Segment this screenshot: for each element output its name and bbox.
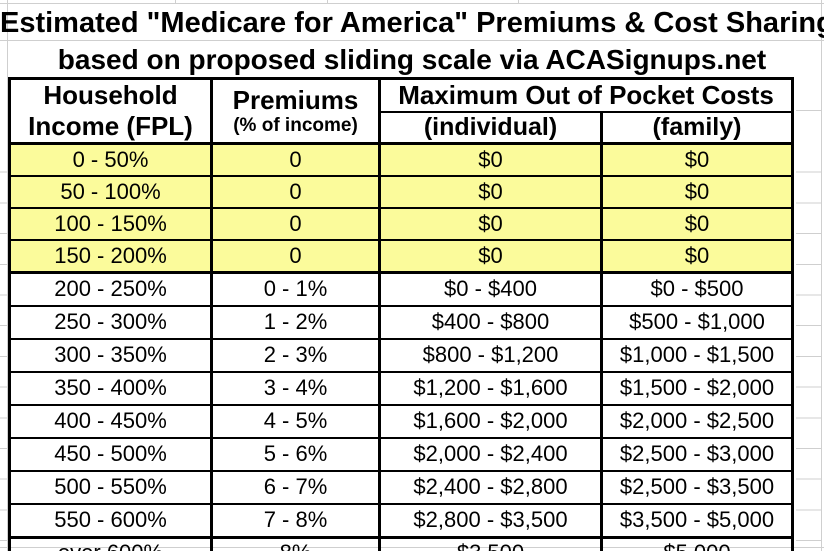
table-row: 300 - 350% 2 - 3% $800 - $1,200 $1,000 -… — [8, 337, 794, 373]
table-row: 550 - 600% 7 - 8% $2,800 - $3,500 $3,500… — [8, 502, 794, 539]
cell-income: over 600% — [8, 536, 213, 551]
table-row: 250 - 300% 1 - 2% $400 - $800 $500 - $1,… — [8, 304, 794, 340]
table-row: over 600% 8% $3,500 $5,000 — [8, 536, 794, 551]
gridline-horizontal-title — [0, 40, 824, 41]
cell-income: 350 - 400% — [8, 370, 213, 406]
gridline-row-ticks-right — [796, 142, 821, 544]
cell-income: 400 - 450% — [8, 403, 213, 439]
cell-premium: 8% — [210, 536, 381, 551]
table-row: 500 - 550% 6 - 7% $2,400 - $2,800 $2,500… — [8, 469, 794, 505]
cell-moop-individual: $0 — [378, 174, 603, 209]
cell-income: 150 - 200% — [8, 238, 213, 274]
cell-income: 550 - 600% — [8, 502, 213, 539]
cell-moop-individual: $0 - $400 — [378, 271, 603, 307]
cell-premium: 5 - 6% — [210, 436, 381, 472]
cell-moop-individual: $1,600 - $2,000 — [378, 403, 603, 439]
table-row: 150 - 200% 0 $0 $0 — [8, 238, 794, 274]
table-row: 350 - 400% 3 - 4% $1,200 - $1,600 $1,500… — [8, 370, 794, 406]
cell-income: 200 - 250% — [8, 271, 213, 307]
cell-moop-family: $3,500 - $5,000 — [600, 502, 794, 539]
cell-moop-family: $0 — [600, 238, 794, 274]
table-row: 100 - 150% 0 $0 $0 — [8, 206, 794, 241]
gridline-tick-top-1 — [175, 0, 176, 4]
header-household-income-line2: Income (FPL) — [28, 110, 193, 141]
gridline-tick-top-2 — [327, 0, 328, 4]
cell-moop-individual: $2,800 - $3,500 — [378, 502, 603, 539]
table-row: 50 - 100% 0 $0 $0 — [8, 174, 794, 209]
page-title: Estimated "Medicare for America" Premium… — [0, 7, 824, 39]
cell-premium: 3 - 4% — [210, 370, 381, 406]
cell-income: 450 - 500% — [8, 436, 213, 472]
cell-moop-individual: $0 — [378, 206, 603, 241]
cell-moop-individual: $3,500 — [378, 536, 603, 551]
cell-income: 250 - 300% — [8, 304, 213, 340]
header-premiums-label: Premiums — [232, 85, 359, 116]
gridline-tick-right-header — [796, 110, 821, 111]
gridline-horizontal-top — [0, 3, 824, 4]
table-row: 0 - 50% 0 $0 $0 — [8, 142, 794, 177]
cell-moop-family: $1,000 - $1,500 — [600, 337, 794, 373]
cell-moop-family: $0 — [600, 174, 794, 209]
gridline-tick-top-3 — [518, 0, 519, 4]
cell-premium: 2 - 3% — [210, 337, 381, 373]
cell-moop-individual: $2,400 - $2,800 — [378, 469, 603, 505]
cell-moop-family: $0 - $500 — [600, 271, 794, 307]
cell-income: 0 - 50% — [8, 142, 213, 177]
header-household-income: Household Income (FPL) — [8, 77, 213, 145]
header-moop-individual: (individual) — [378, 110, 603, 145]
cell-moop-individual: $800 - $1,200 — [378, 337, 603, 373]
cell-premium: 0 — [210, 206, 381, 241]
cell-moop-family: $1,500 - $2,000 — [600, 370, 794, 406]
cell-moop-individual: $0 — [378, 142, 603, 177]
cell-moop-individual: $1,200 - $1,600 — [378, 370, 603, 406]
cell-moop-family: $0 — [600, 206, 794, 241]
cell-premium: 6 - 7% — [210, 469, 381, 505]
cell-income: 100 - 150% — [8, 206, 213, 241]
cell-moop-family: $2,000 - $2,500 — [600, 403, 794, 439]
gridline-row-ticks-left — [0, 142, 7, 544]
cell-premium: 0 - 1% — [210, 271, 381, 307]
header-premiums-sublabel: (% of income) — [233, 114, 358, 136]
cell-moop-individual: $0 — [378, 238, 603, 274]
cell-moop-family: $500 - $1,000 — [600, 304, 794, 340]
header-household-income-line1: Household — [43, 80, 178, 111]
cell-moop-family: $2,500 - $3,500 — [600, 469, 794, 505]
cell-moop-individual: $2,000 - $2,400 — [378, 436, 603, 472]
table-row: 450 - 500% 5 - 6% $2,000 - $2,400 $2,500… — [8, 436, 794, 472]
gridline-vertical-left — [7, 0, 8, 551]
gridline-vertical-right — [821, 0, 822, 551]
cell-moop-family: $5,000 — [600, 536, 794, 551]
cell-income: 50 - 100% — [8, 174, 213, 209]
table-row: 200 - 250% 0 - 1% $0 - $400 $0 - $500 — [8, 271, 794, 307]
header-moop-group: Maximum Out of Pocket Costs — [378, 77, 794, 113]
cell-moop-family: $0 — [600, 142, 794, 177]
cell-premium: 0 — [210, 142, 381, 177]
premiums-cost-sharing-table: Household Income (FPL) Premiums (% of in… — [8, 77, 794, 551]
cell-premium: 0 — [210, 238, 381, 274]
cell-income: 500 - 550% — [8, 469, 213, 505]
cell-moop-family: $2,500 - $3,000 — [600, 436, 794, 472]
cell-premium: 7 - 8% — [210, 502, 381, 539]
cell-premium: 4 - 5% — [210, 403, 381, 439]
page-subtitle: based on proposed sliding scale via ACAS… — [57, 44, 767, 75]
header-moop-family: (family) — [600, 110, 794, 145]
header-premiums: Premiums (% of income) — [210, 77, 381, 145]
cell-moop-individual: $400 - $800 — [378, 304, 603, 340]
cell-income: 300 - 350% — [8, 337, 213, 373]
cell-premium: 0 — [210, 174, 381, 209]
table-row: 400 - 450% 4 - 5% $1,600 - $2,000 $2,000… — [8, 403, 794, 439]
cell-premium: 1 - 2% — [210, 304, 381, 340]
